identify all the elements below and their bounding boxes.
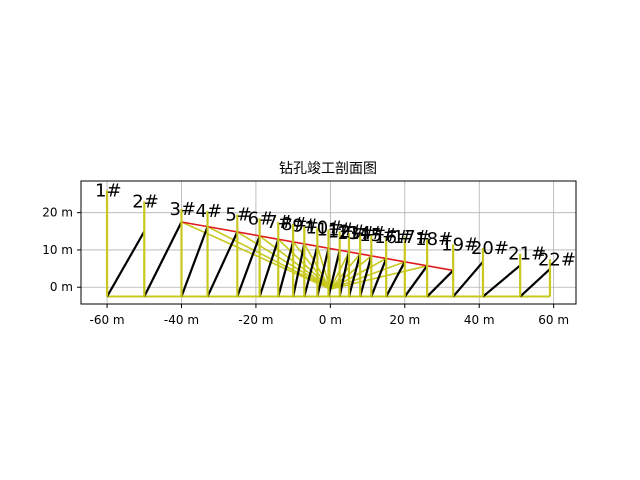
x-tick-label: 40 m: [464, 313, 495, 327]
y-tick-label: 20 m: [42, 206, 73, 220]
diagonal-line: [338, 251, 351, 297]
hole-label: 10#: [305, 218, 343, 239]
diagonal-line: [180, 226, 209, 297]
diagonal-line: [385, 261, 406, 298]
diagonal-line: [258, 238, 280, 297]
hole-label: 12#: [328, 221, 366, 242]
hole-label: 7#: [266, 212, 293, 233]
diagonal-line: [106, 230, 146, 298]
x-tick-label: 20 m: [389, 313, 420, 327]
hole-label: 21#: [508, 244, 546, 265]
hole-label: 6#: [248, 208, 275, 229]
hole-label: 19#: [441, 234, 479, 255]
x-tick-label: -60 m: [89, 313, 124, 327]
plot-frame: [80, 180, 577, 305]
diagonal-line: [236, 235, 261, 297]
diagonal-line: [206, 231, 239, 298]
diagonal-line: [347, 253, 362, 297]
hole-label: 17#: [393, 227, 431, 248]
diagonal-line: [403, 265, 429, 298]
x-tick-label: -20 m: [238, 313, 273, 327]
hole-label: 9#: [292, 216, 319, 237]
fan-line: [181, 221, 331, 290]
diagonal-line: [482, 264, 521, 298]
x-tick-label: 60 m: [538, 313, 569, 327]
diagonal-line: [359, 255, 373, 297]
fan-line: [236, 231, 331, 290]
hole-label: 8#: [281, 214, 308, 235]
diagonal-line: [519, 268, 551, 298]
hole-label: 15#: [359, 225, 397, 246]
diagonal-line: [426, 269, 454, 298]
hole-labels: 1#2# 3# 4# 5#6#7#8#9#10#11#12#13#14#15#16#1…: [95, 180, 576, 270]
y-tick-label: 10 m: [42, 243, 73, 257]
hole-label: 5#: [225, 205, 252, 226]
fan-line: [329, 255, 372, 290]
data-layer: [105, 190, 552, 298]
fan-line: [259, 235, 331, 290]
diagonal-line: [370, 258, 388, 297]
diagonal-line: [277, 241, 295, 297]
diagonal-line: [316, 247, 330, 297]
hole-label: 16#: [374, 227, 412, 248]
hole-label: 2#: [132, 192, 159, 213]
hole-label: 3#: [169, 199, 196, 220]
hole-label: 4#: [196, 201, 223, 222]
hole-label: 14#: [348, 223, 386, 244]
y-tick-label: 0 m: [50, 280, 73, 294]
hole-label: 13#: [337, 223, 375, 244]
x-tick-label: -40 m: [164, 313, 199, 327]
diagonal-line: [143, 221, 183, 298]
hole-label: 1#: [95, 180, 122, 201]
diagonal-line: [327, 249, 341, 297]
hole-label: 18#: [415, 229, 453, 250]
axis-ticks: -60 m -40 m -20 m 0 m 20 m 40 m 60 m 0 m 10 m 20 …: [42, 206, 569, 327]
diagonal-line: [303, 245, 319, 297]
diagonal-line: [292, 243, 306, 297]
diagonal-line: [452, 261, 484, 298]
hole-label: 22#: [538, 249, 576, 270]
chart-title: 钻孔竣工剖面图: [279, 161, 377, 177]
hole-label: 20#: [471, 238, 509, 259]
hole-label: 11#: [317, 219, 355, 240]
x-tick-label: 0 m: [319, 313, 342, 327]
